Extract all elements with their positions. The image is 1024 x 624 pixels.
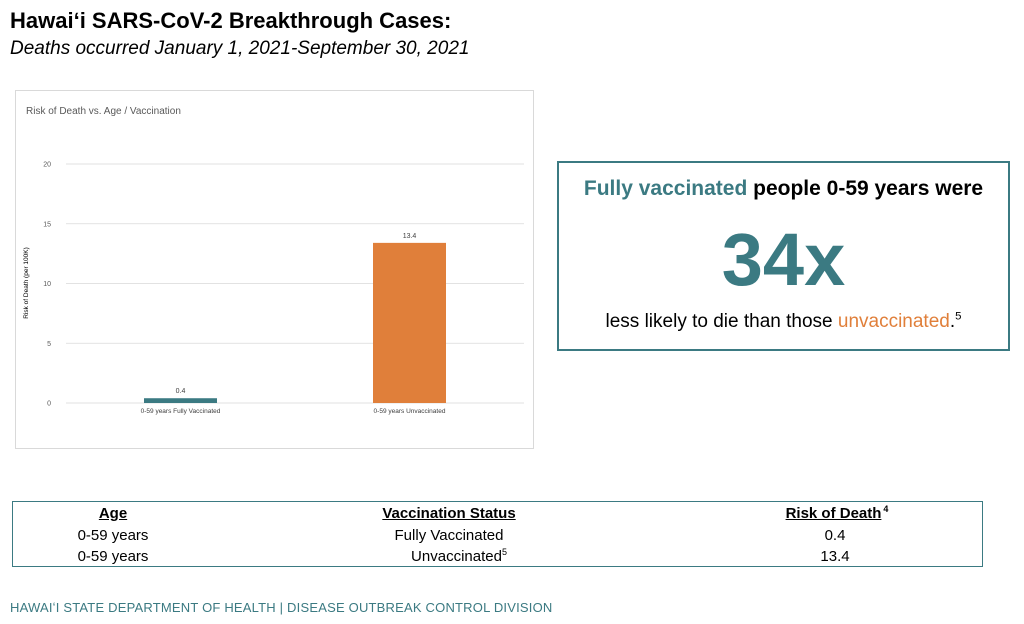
table-header-risk-label: Risk of Death [785, 505, 882, 522]
table-row-1-risk: 0.4 [824, 527, 846, 544]
bar-data-label: 13.4 [403, 233, 417, 240]
y-tick-label: 15 [43, 221, 51, 228]
table-row-2-status-text: Unvaccinated [411, 548, 502, 565]
table-row-2-risk: 13.4 [820, 548, 850, 565]
x-tick-label: 0-59 years Fully Vaccinated [141, 408, 221, 415]
footer-division: HAWAIʻI STATE DEPARTMENT OF HEALTH | DIS… [10, 600, 553, 615]
callout-headline-rest: people 0-59 years were [747, 177, 984, 200]
callout-big-number: 34x [721, 218, 846, 301]
table-row-2-age: 0-59 years [77, 548, 149, 565]
chart-title: Risk of Death vs. Age / Vaccination [26, 106, 181, 117]
table-row-2-status-footnote: 5 [501, 547, 507, 557]
table-row-1-status-text: Fully Vaccinated [394, 527, 504, 544]
bar-1 [144, 398, 217, 403]
y-tick-label: 20 [43, 162, 51, 169]
callout-footnote: 5 [955, 310, 962, 323]
chart-y-ticks: 0 5 10 15 20 [43, 162, 51, 408]
callout-suffix-start: less likely to die than those [605, 311, 838, 332]
table-header-age: Age [98, 505, 128, 522]
chart-y-axis-label: Risk of Death (per 100K) [23, 247, 30, 319]
callout-headline: Fully vaccinated people 0-59 years were [559, 177, 1008, 201]
table-header-status: Vaccination Status [382, 505, 516, 522]
callout-box: Fully vaccinated people 0-59 years were … [557, 161, 1010, 351]
table-header-risk: Risk of Death 4 [785, 504, 889, 523]
callout-unvaccinated-highlight: unvaccinated [837, 311, 950, 332]
y-tick-label: 5 [47, 341, 51, 348]
x-tick-label: 0-59 years Unvaccinated [374, 408, 446, 415]
table-row-2-status: Unvaccinated5 [411, 547, 507, 566]
page-title: Hawaiʻi SARS-CoV-2 Breakthrough Cases: [10, 8, 452, 33]
chart-panel: Risk of Death vs. Age / Vaccination Risk… [15, 90, 534, 449]
table-row-1-status: Fully Vaccinated [395, 527, 504, 544]
callout-footer-line: less likely to die than those unvaccinat… [559, 311, 1008, 333]
table-row-1-age: 0-59 years [77, 527, 149, 544]
bar-chart: Risk of Death vs. Age / Vaccination Risk… [23, 106, 524, 415]
y-tick-label: 0 [47, 401, 51, 408]
page-subtitle: Deaths occurred January 1, 2021-Septembe… [10, 38, 470, 59]
callout-vaccinated-highlight: Fully vaccinated [583, 177, 748, 200]
bar-data-label: 0.4 [176, 388, 186, 395]
chart-bars: 0.4 13.4 [144, 233, 446, 403]
callout-suffix-end: . [949, 311, 956, 332]
bar-2 [373, 242, 446, 403]
risk-table: Age Vaccination Status Risk of Death 4 0-… [12, 501, 983, 567]
chart-gridlines [66, 163, 524, 404]
y-tick-label: 10 [43, 281, 51, 288]
chart-x-ticks: 0-59 years Fully Vaccinated 0-59 years Un… [141, 408, 446, 415]
